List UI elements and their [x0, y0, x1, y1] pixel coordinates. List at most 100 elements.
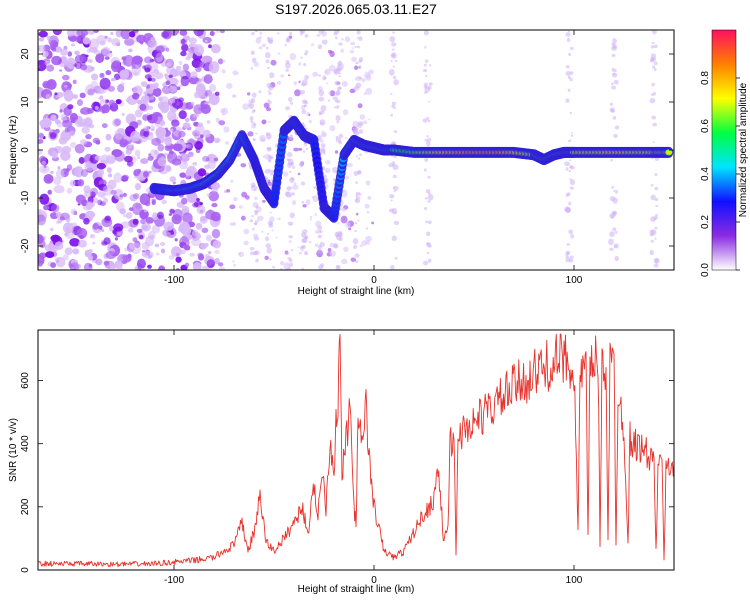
spectrogram-noise-cell: [357, 219, 360, 222]
spectrogram-noise-cell: [140, 158, 149, 165]
spectrogram-noise-cell: [338, 133, 344, 139]
spectrogram-noise-cell: [268, 90, 271, 93]
spectrogram-noise-cell: [105, 56, 110, 60]
spectrogram-noise-cell: [205, 157, 210, 162]
spectrogram-noise-cell: [147, 264, 152, 269]
spectrogram-noise-cell: [612, 210, 617, 215]
spectrogram-noise-cell: [69, 237, 81, 247]
spectrogram-noise-cell: [652, 91, 657, 96]
spectrogram-noise-cell: [200, 83, 205, 88]
spectrogram-noise-cell: [147, 155, 154, 161]
spectrogram-noise-cell: [612, 38, 617, 44]
spectrogram-noise-cell: [117, 84, 125, 93]
spectrogram-noise-cell: [426, 134, 429, 138]
spectrogram-noise-cell: [165, 80, 171, 86]
snr-frame: [37, 329, 675, 571]
spectrogram-noise-cell: [335, 234, 342, 241]
spectrogram-noise-cell: [339, 231, 343, 234]
spectrogram-noise-cell: [340, 215, 348, 224]
spectrogram-noise-cell: [41, 160, 47, 166]
spectrogram-noise-cell: [427, 258, 432, 263]
spectrogram-noise-cell: [288, 170, 292, 174]
spectrogram-noise-cell: [120, 30, 131, 40]
spectrogram-noise-cell: [653, 44, 658, 49]
spectrogram-noise-cell: [265, 236, 270, 242]
spectrogram-noise-cell: [60, 150, 71, 161]
spectrogram-noise-cell: [318, 264, 324, 270]
spectrogram-noise-cell: [288, 97, 293, 102]
spectrogram-noise-cell: [249, 246, 255, 251]
spectrogram-noise-cell: [209, 83, 217, 92]
spectrogram-noise-cell: [163, 221, 175, 231]
spectrogram-noise-cell: [255, 37, 262, 44]
spectrogram-noise-cell: [154, 243, 160, 248]
spectrogram-noise-cell: [650, 194, 656, 201]
spectrogram-noise-cell: [195, 113, 200, 117]
spectrogram-noise-cell: [38, 252, 48, 259]
spectrogram-noise-cell: [649, 98, 656, 104]
spectrogram-noise-cell: [321, 130, 324, 133]
spectrogram-noise-cell: [390, 141, 396, 146]
spectrogram-noise-cell: [569, 159, 572, 162]
spectrogram-noise-cell: [251, 57, 257, 63]
spectrogram-noise-cell: [85, 54, 89, 58]
spectrogram-noise-cell: [55, 220, 60, 224]
spectrogram-noise-cell: [304, 251, 309, 256]
spectrogram-noise-cell: [651, 41, 655, 45]
spectrogram-noise-cell: [211, 44, 221, 54]
spectrogram-noise-cell: [60, 48, 68, 56]
spectrogram-noise-cell: [299, 30, 306, 35]
spectrogram-noise-cell: [269, 211, 272, 214]
spectrogram-noise-cell: [105, 133, 112, 141]
spectrogram-noise-cell: [253, 209, 257, 213]
spectrogram-noise-cell: [167, 85, 178, 93]
spectrogram-noise-cell: [357, 103, 363, 109]
spectrogram-noise-cell: [609, 231, 615, 238]
spectrogram-noise-cell: [87, 88, 95, 96]
colorbar: 0.0 0.2 0.4 0.6 0.8 Normalized spectral ampl…: [700, 29, 749, 277]
spectrogram-noise-cell: [136, 99, 142, 105]
spectrogram-noise-layer: [38, 30, 660, 270]
spectrogram-noise-cell: [166, 62, 172, 68]
spectrogram-noise-cell: [333, 242, 339, 249]
spectrogram-noise-cell: [63, 89, 74, 102]
spectrogram-noise-cell: [110, 61, 121, 73]
spectrogram-noise-cell: [427, 119, 431, 123]
spectrogram-noise-cell: [138, 234, 144, 240]
spectrogram-noise-cell: [612, 227, 617, 232]
spectrogram-noise-cell: [53, 176, 62, 186]
spectrogram-noise-cell: [132, 218, 139, 225]
spectrogram-noise-cell: [178, 60, 183, 65]
spectrogram-noise-cell: [393, 186, 396, 189]
spectrogram-noise-cell: [136, 119, 142, 126]
spectrogram-noise-cell: [175, 65, 182, 71]
spectrogram-noise-cell: [165, 47, 170, 52]
spectrogram-noise-cell: [178, 160, 189, 170]
spectrogram-noise-cell: [363, 92, 367, 96]
spectrogram-noise-cell: [364, 203, 370, 209]
spectrogram-noise-cell: [284, 251, 290, 256]
spectrogram-noise-cell: [147, 39, 158, 47]
ridge-core: [665, 151, 672, 154]
spectrogram-noise-cell: [107, 173, 113, 178]
spectrogram-noise-cell: [134, 149, 141, 157]
spectrogram-noise-cell: [569, 255, 574, 259]
spectrogram-noise-cell: [388, 68, 395, 76]
figure-title: S197.2026.065.03.11.E27: [275, 1, 437, 17]
spectrogram-noise-cell: [365, 74, 372, 81]
spectrogram-noise-cell: [66, 187, 73, 194]
spectrogram-noise-cell: [267, 99, 271, 102]
spectrogram-noise-cell: [258, 89, 262, 94]
spectrogram-noise-cell: [213, 157, 219, 162]
spectrogram-noise-cell: [328, 49, 332, 54]
spectrogram-noise-cell: [425, 140, 431, 147]
spectrogram-noise-cell: [253, 109, 256, 112]
spectrogram-noise-cell: [136, 155, 141, 160]
spectrogram-noise-cell: [218, 266, 226, 270]
spectrogram-noise-cell: [132, 121, 136, 125]
spectrogram-noise-cell: [349, 88, 356, 94]
spectrogram-noise-cell: [156, 129, 166, 139]
spectrogram-noise-cell: [128, 31, 136, 38]
spectrogram-noise-cell: [251, 50, 255, 54]
spectrogram-noise-cell: [335, 115, 341, 122]
